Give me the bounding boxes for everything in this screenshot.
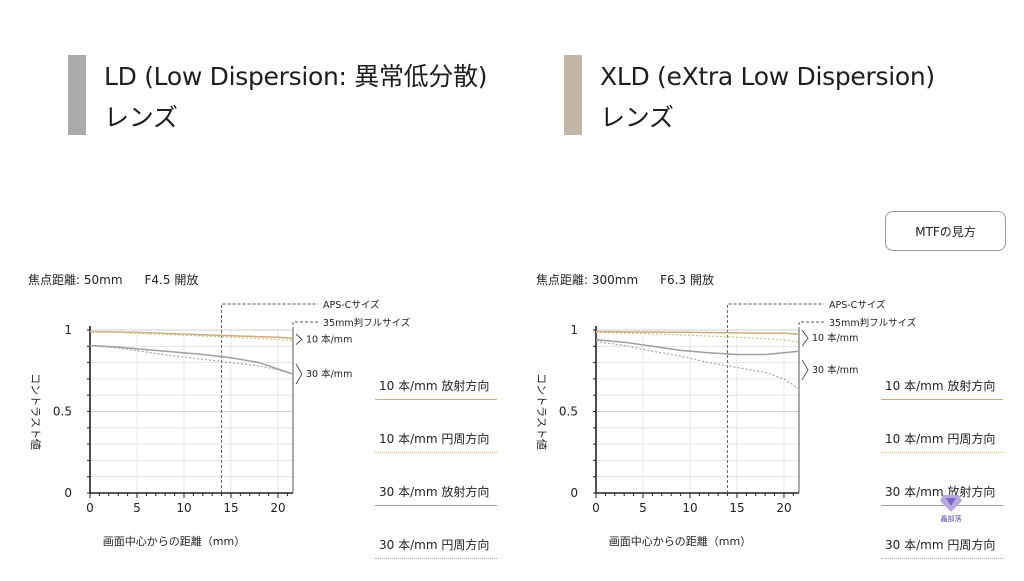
x-tick-label: 0 — [592, 501, 600, 515]
lens-title-ld: LD (Low Dispersion: 異常低分散) レンズ — [104, 56, 488, 138]
legend-label: 10 本/mm 円周方向 — [885, 432, 996, 446]
legend-swatch — [881, 452, 1003, 453]
legend-swatch — [375, 452, 497, 453]
legend-item: 10 本/mm 放射方向 — [375, 370, 497, 410]
legend-label: 30 本/mm 円周方向 — [379, 538, 490, 552]
legend-item: 30 本/mm 放射方向 — [881, 476, 1003, 516]
legend-ld: 10 本/mm 放射方向 10 本/mm 円周方向 30 本/mm 放射方向 30 本… — [375, 370, 497, 560]
full-frame-label: 35mm判フルサイズ — [829, 317, 917, 329]
series-line — [595, 331, 800, 343]
y-axis-label: コントラスト値 — [535, 373, 548, 450]
legend-label: 30 本/mm 円周方向 — [885, 538, 996, 552]
bracket-10lp — [801, 329, 809, 347]
annotation-30lp: 30 本/mm — [812, 364, 858, 376]
aperture-label: F6.3 開放 — [660, 273, 714, 287]
mtf-chart-ld: 0 5 10 15 20 0 0.5 1 画面中心からの距離（mm） コントラスト値 APS-Cサイ… — [29, 299, 411, 548]
lens-color-bar-xld — [564, 55, 582, 135]
series-line — [595, 340, 800, 390]
y-axis-label: コントラスト値 — [29, 373, 42, 450]
series-line — [89, 344, 294, 375]
series-line — [89, 331, 294, 342]
legend-swatch — [881, 399, 1003, 400]
y-tick-label: 0.5 — [53, 405, 72, 419]
lens-title-xld: XLD (eXtra Low Dispersion) レンズ — [600, 56, 935, 138]
lens-title-ld-line1: LD (Low Dispersion: 異常低分散) — [104, 62, 488, 91]
focal-length-label: 焦点距離: 50mm — [28, 273, 123, 287]
series-line — [89, 330, 294, 339]
x-tick-label: 20 — [776, 501, 791, 515]
legend-swatch — [881, 558, 1003, 559]
series-line — [89, 344, 294, 375]
x-tick-label: 10 — [682, 501, 697, 515]
legend-swatch — [375, 558, 497, 559]
annotation-10lp: 10 本/mm — [306, 333, 352, 345]
legend-item: 30 本/mm 放射方向 — [375, 476, 497, 516]
watermark-logo: 鑫部落 — [940, 495, 962, 523]
y-tick-label: 1 — [64, 323, 72, 337]
legend-item: 30 本/mm 円周方向 — [375, 529, 497, 569]
full-frame-boundary — [798, 321, 824, 330]
y-tick-label: 0 — [64, 486, 72, 500]
legend-item: 10 本/mm 円周方向 — [375, 423, 497, 463]
x-tick-label: 5 — [133, 501, 141, 515]
full-frame-label: 35mm判フルサイズ — [323, 317, 411, 329]
mtf-guide-button[interactable]: MTFの見方 — [885, 211, 1006, 251]
lens-title-ld-line2: レンズ — [104, 103, 178, 132]
legend-swatch — [881, 505, 1003, 506]
legend-item: 30 本/mm 円周方向 — [881, 529, 1003, 569]
aps-c-boundary — [221, 303, 318, 493]
bracket-30lp — [801, 359, 809, 381]
legend-xld: 10 本/mm 放射方向 10 本/mm 円周方向 30 本/mm 放射方向 30 本… — [881, 370, 1003, 560]
x-tick-label: 15 — [729, 501, 744, 515]
x-axis-label: 画面中心からの距離（mm） — [103, 534, 245, 548]
x-tick-label: 5 — [639, 501, 647, 515]
legend-label: 10 本/mm 円周方向 — [379, 432, 490, 446]
y-tick-label: 0.5 — [559, 405, 578, 419]
x-tick-label: 20 — [270, 501, 285, 515]
y-tick-label: 1 — [570, 323, 578, 337]
legend-swatch — [375, 505, 497, 506]
legend-swatch — [375, 399, 497, 400]
series-line — [595, 339, 800, 356]
legend-item: 10 本/mm 放射方向 — [881, 370, 1003, 410]
bracket-10lp — [295, 333, 303, 345]
watermark-text: 鑫部落 — [941, 514, 962, 523]
annotation-30lp: 30 本/mm — [306, 368, 352, 380]
annotation-10lp: 10 本/mm — [812, 332, 858, 344]
legend-label: 10 本/mm 放射方向 — [885, 379, 996, 393]
legend-label: 10 本/mm 放射方向 — [379, 379, 490, 393]
aperture-label: F4.5 開放 — [144, 273, 199, 287]
lens-title-xld-line2: レンズ — [600, 103, 674, 132]
mtf-chart-xld: 0 5 10 15 20 0 0.5 1 画面中心からの距離（mm） コントラスト値 APS-Cサイ… — [535, 299, 917, 548]
y-tick-label: 0 — [570, 486, 578, 500]
lens-color-bar-ld — [68, 55, 86, 135]
full-frame-boundary — [292, 321, 318, 330]
focal-length-label: 焦点距離: 300mm — [536, 273, 639, 287]
legend-label: 30 本/mm 放射方向 — [885, 485, 996, 499]
aps-c-label: APS-Cサイズ — [323, 299, 380, 311]
chart-conditions-ld: 焦点距離: 50mm F4.5 開放 — [28, 271, 220, 288]
lens-title-xld-line1: XLD (eXtra Low Dispersion) — [600, 62, 935, 91]
aps-c-label: APS-Cサイズ — [829, 299, 886, 311]
bracket-30lp — [295, 363, 303, 385]
x-tick-label: 15 — [223, 501, 238, 515]
x-tick-label: 10 — [176, 501, 191, 515]
x-axis-label: 画面中心からの距離（mm） — [609, 534, 751, 548]
aps-c-boundary — [727, 303, 824, 493]
chart-conditions-xld: 焦点距離: 300mm F6.3 開放 — [536, 271, 736, 288]
legend-item: 10 本/mm 円周方向 — [881, 423, 1003, 463]
x-tick-label: 0 — [86, 501, 94, 515]
series-line — [595, 330, 800, 335]
legend-label: 30 本/mm 放射方向 — [379, 485, 490, 499]
